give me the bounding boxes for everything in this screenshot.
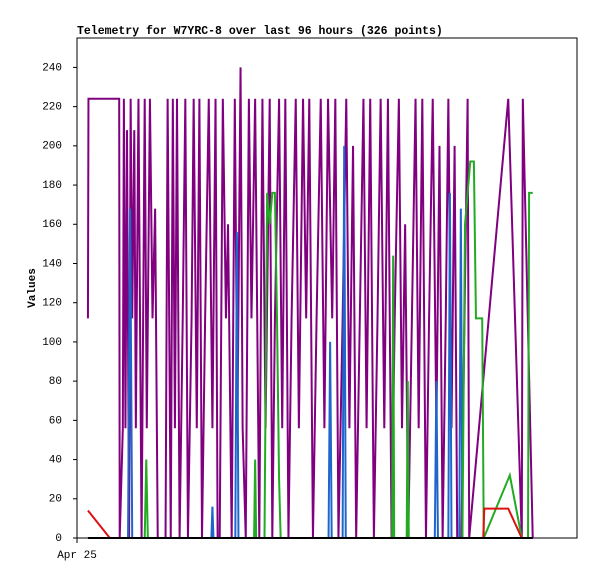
y-tick-label: 240 (42, 62, 62, 74)
y-tick-label: 200 (42, 141, 62, 153)
y-tick-label: 60 (49, 415, 62, 427)
y-axis-label: Values (27, 268, 39, 308)
y-tick-label: 120 (42, 298, 62, 310)
y-tick-label: 40 (49, 454, 62, 466)
y-tick-label: 140 (42, 258, 62, 270)
y-tick-label: 80 (49, 376, 62, 388)
series-line (87, 160, 533, 539)
y-tick-label: 160 (42, 219, 62, 231)
y-tick-label: 0 (55, 533, 62, 545)
y-tick-label: 220 (42, 102, 62, 114)
y-tick-label: 20 (49, 494, 62, 506)
x-tick-label: Apr 25 (57, 550, 97, 562)
y-tick-label: 180 (42, 180, 62, 192)
chart-title: Telemetry for W7YRC-8 over last 96 hours… (77, 25, 443, 38)
y-tick-label: 100 (42, 337, 62, 349)
